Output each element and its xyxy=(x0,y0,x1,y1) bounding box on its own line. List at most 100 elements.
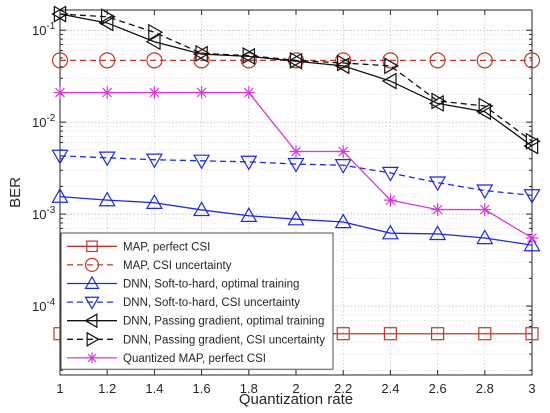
data-point xyxy=(336,145,350,158)
legend-label: DNN, Soft-to-hard, optimal training xyxy=(123,279,299,291)
data-point xyxy=(195,86,208,99)
y-tick-label: 10-3 xyxy=(32,205,56,222)
data-point xyxy=(336,327,350,341)
data-point xyxy=(523,137,539,155)
legend-label: MAP, perfect CSI xyxy=(123,241,210,253)
data-point xyxy=(100,86,114,99)
data-point xyxy=(336,54,352,72)
data-point xyxy=(240,155,258,171)
legend-entry: DNN, Passing gradient, CSI uncertainty xyxy=(67,331,325,347)
data-point xyxy=(193,52,210,69)
data-point xyxy=(476,229,494,245)
data-point xyxy=(525,132,541,150)
legend-entry: DNN, Passing gradient, optimal training xyxy=(67,313,324,329)
x-tick-label: 1.4 xyxy=(145,381,163,396)
y-tick-label: 10-4 xyxy=(32,297,56,314)
data-point xyxy=(525,327,539,341)
data-point xyxy=(148,23,164,41)
x-tick-label: 1.2 xyxy=(98,381,116,396)
x-tick-labels: 1 1.2 1.4 1.6 1.8 2 2.2 2.4 2.6 2.8 3 xyxy=(56,381,535,396)
series-3 xyxy=(51,187,541,252)
data-point xyxy=(99,52,116,69)
data-point xyxy=(145,194,163,209)
y-tick-labels: 10-4 10-3 10-2 10-1 xyxy=(32,21,56,314)
legend-marker xyxy=(84,313,98,329)
legend-entry: MAP, CSI uncertainty xyxy=(67,257,232,272)
data-point xyxy=(381,72,397,90)
data-point xyxy=(287,210,305,226)
data-point xyxy=(429,225,447,241)
data-point xyxy=(51,149,69,165)
data-point xyxy=(98,14,114,32)
data-point xyxy=(381,166,399,182)
data-point xyxy=(429,176,447,192)
y-tick-label: 10-1 xyxy=(32,21,56,38)
data-point xyxy=(240,52,257,69)
data-point xyxy=(193,154,211,170)
legend-marker xyxy=(86,331,100,347)
series-line xyxy=(59,155,533,196)
data-point xyxy=(523,189,541,205)
x-axis-label: Quantization rate xyxy=(239,391,353,408)
data-point xyxy=(240,207,258,222)
data-point xyxy=(242,47,258,65)
data-point xyxy=(381,224,399,240)
data-point xyxy=(51,52,69,69)
legend-entry: DNN, Soft-to-hard, optimal training xyxy=(67,275,299,291)
legend-label: MAP, CSI uncertainty xyxy=(123,260,232,272)
legend-marker xyxy=(84,275,100,289)
data-point xyxy=(53,86,67,99)
data-point xyxy=(287,157,305,173)
data-point xyxy=(476,52,493,69)
data-point xyxy=(384,193,397,207)
data-point xyxy=(100,8,116,26)
data-point xyxy=(478,327,492,341)
data-point xyxy=(193,201,211,217)
data-point xyxy=(476,184,494,200)
data-point xyxy=(431,203,444,216)
data-point xyxy=(148,86,161,99)
series-7 xyxy=(53,86,539,245)
series-6 xyxy=(53,5,541,150)
legend-marker xyxy=(86,352,98,364)
data-point xyxy=(429,52,446,69)
data-point xyxy=(53,5,69,23)
legend-marker xyxy=(86,240,98,253)
data-point xyxy=(478,203,492,216)
series-line xyxy=(59,13,533,142)
legend-box xyxy=(60,232,334,370)
y-axis-label: BER xyxy=(7,177,24,208)
x-tick-label: 2.6 xyxy=(429,381,447,396)
data-point xyxy=(334,213,352,229)
data-point xyxy=(431,327,445,341)
data-point xyxy=(98,191,116,207)
data-point xyxy=(476,103,492,121)
data-point xyxy=(145,153,163,169)
data-point xyxy=(242,86,256,99)
series-4 xyxy=(51,149,541,205)
data-point xyxy=(382,52,399,69)
series-layer xyxy=(51,5,541,341)
x-tick-label: 2.4 xyxy=(381,381,399,396)
data-point xyxy=(431,92,447,110)
x-tick-label: 1.6 xyxy=(193,381,211,396)
data-point xyxy=(334,57,350,75)
legend-label: DNN, Soft-to-hard, CSI uncertainty xyxy=(123,297,300,309)
data-point xyxy=(98,151,116,167)
data-point xyxy=(145,33,161,51)
x-tick-label: 3 xyxy=(528,381,535,396)
legend-entry: MAP, perfect CSI xyxy=(67,240,210,253)
data-point xyxy=(195,44,211,62)
data-point xyxy=(383,327,397,341)
y-tick-label: 10-2 xyxy=(32,113,56,130)
x-tick-label: 2 xyxy=(292,381,299,396)
data-point xyxy=(523,236,541,252)
legend-label: DNN, Passing gradient, CSI uncertainty xyxy=(123,334,325,346)
legend-label: DNN, Passing gradient, optimal training xyxy=(123,316,324,328)
data-point xyxy=(525,231,539,245)
legend-marker xyxy=(84,257,100,272)
legend-entry: DNN, Soft-to-hard, CSI uncertainty xyxy=(67,296,300,310)
series-line xyxy=(59,195,533,246)
series-line xyxy=(59,13,533,147)
x-tick-label: 2.2 xyxy=(334,381,352,396)
